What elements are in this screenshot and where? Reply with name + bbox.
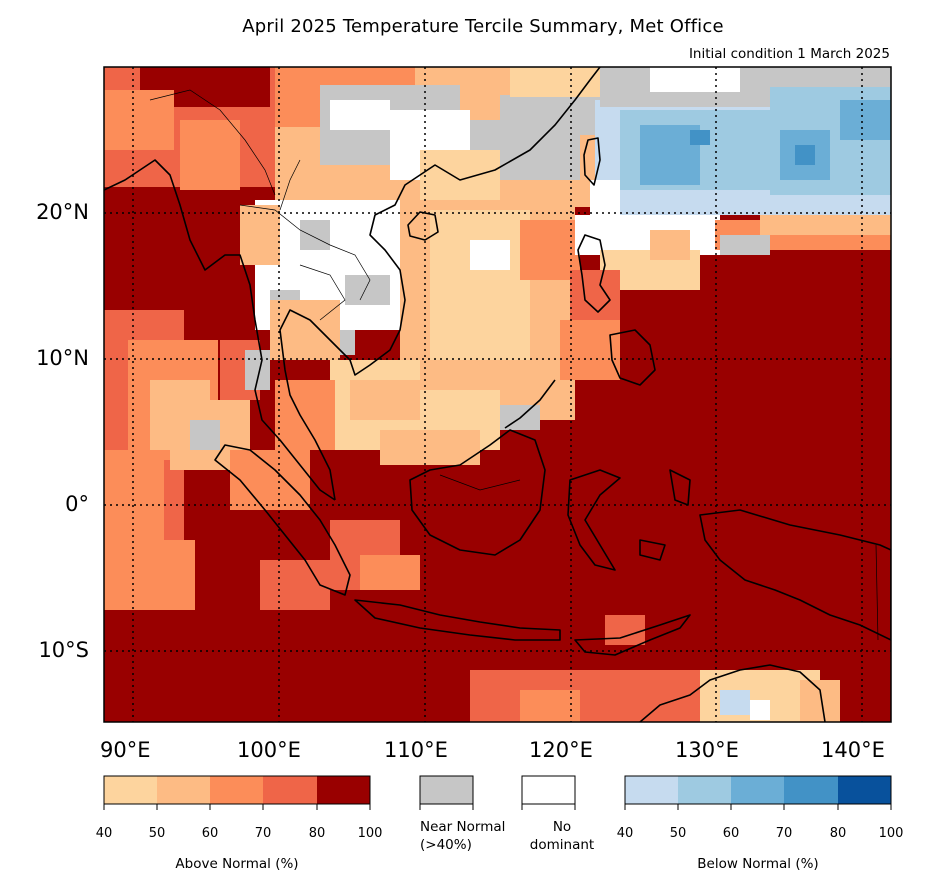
chart-title: April 2025 Temperature Tercile Summary, … bbox=[242, 16, 724, 37]
no-dominant-label-line1: No bbox=[552, 819, 572, 835]
lon-label-110e: 110°E bbox=[384, 738, 448, 762]
gridlines bbox=[104, 67, 891, 722]
legend-near-normal-swatch bbox=[419, 775, 474, 810]
near-normal-label: Near Normal (>40%) bbox=[420, 818, 505, 854]
above-tick-70: 70 bbox=[254, 826, 272, 841]
map-frame bbox=[103, 66, 892, 723]
lon-label-90e: 90°E bbox=[100, 738, 151, 762]
chart-subtitle: Initial condition 1 March 2025 bbox=[688, 46, 890, 62]
legend-no-dominant-swatch bbox=[521, 775, 576, 810]
above-tick-40: 40 bbox=[95, 826, 113, 841]
colorbar-below bbox=[624, 775, 892, 810]
lon-label-120e: 120°E bbox=[529, 738, 593, 762]
above-tick-50: 50 bbox=[148, 826, 166, 841]
no-dominant-label: No dominant bbox=[512, 818, 612, 854]
above-normal-title: Above Normal (%) bbox=[175, 856, 299, 872]
below-tick-100: 100 bbox=[878, 826, 904, 841]
above-tick-80: 80 bbox=[308, 826, 326, 841]
near-normal-label-line2: (>40%) bbox=[420, 837, 472, 853]
borders bbox=[149, 89, 879, 641]
below-tick-80: 80 bbox=[829, 826, 847, 841]
below-tick-40: 40 bbox=[616, 826, 634, 841]
above-tick-100: 100 bbox=[357, 826, 383, 841]
lat-label-0: 0° bbox=[65, 492, 89, 516]
lat-label-20n: 20°N bbox=[36, 200, 89, 224]
lon-label-100e: 100°E bbox=[237, 738, 301, 762]
below-tick-50: 50 bbox=[669, 826, 687, 841]
colorbar-above bbox=[103, 775, 371, 810]
no-dominant-label-line2: dominant bbox=[529, 837, 595, 853]
below-normal-title: Below Normal (%) bbox=[697, 856, 819, 872]
map-field bbox=[104, 67, 891, 722]
below-tick-70: 70 bbox=[775, 826, 793, 841]
near-normal-label-line1: Near Normal bbox=[420, 819, 506, 835]
lat-label-10n: 10°N bbox=[36, 346, 89, 370]
above-tick-60: 60 bbox=[201, 826, 219, 841]
lon-label-140e: 140°E bbox=[821, 738, 885, 762]
coastlines bbox=[104, 67, 891, 722]
lat-label-10s: 10°S bbox=[38, 638, 89, 662]
below-tick-60: 60 bbox=[722, 826, 740, 841]
lon-label-130e: 130°E bbox=[675, 738, 739, 762]
